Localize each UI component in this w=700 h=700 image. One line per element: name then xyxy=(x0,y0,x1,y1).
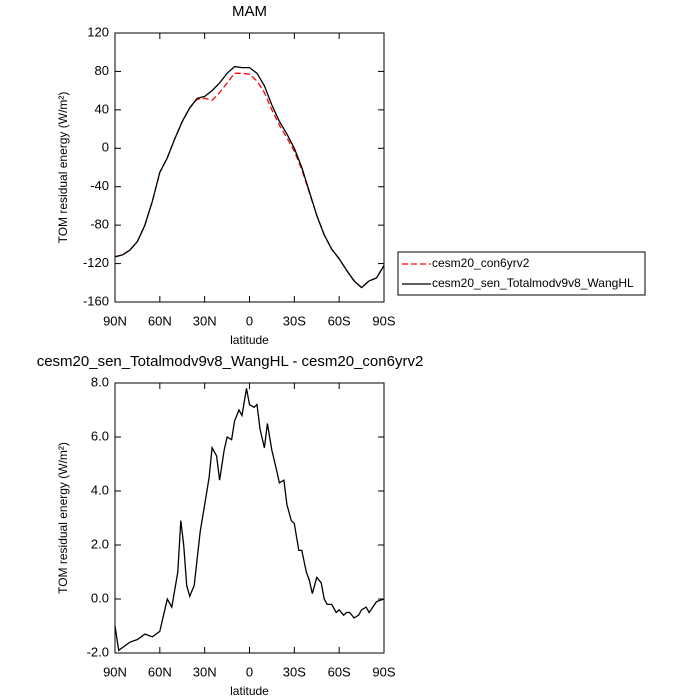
x-axis-label: latitude xyxy=(230,333,269,347)
y-tick-label: -160 xyxy=(83,293,109,308)
chart-title: cesm20_sen_Totalmodv9v8_WangHL - cesm20_… xyxy=(37,353,424,370)
series-line xyxy=(114,65,385,289)
y-tick-label: 8.0 xyxy=(91,374,109,389)
x-tick-label: 60S xyxy=(328,313,351,328)
x-tick-label: 90N xyxy=(103,313,127,328)
y-tick-label: 40 xyxy=(95,101,109,116)
y-tick-label: 4.0 xyxy=(91,482,109,497)
x-tick-label: 90S xyxy=(372,664,395,679)
y-tick-label: -120 xyxy=(83,255,109,270)
y-tick-label: 0 xyxy=(102,140,109,155)
y-axis-label: TOM residual energy (W/m²) xyxy=(56,442,70,594)
x-tick-label: 60S xyxy=(328,664,351,679)
y-axis-label: TOM residual energy (W/m²) xyxy=(56,92,70,244)
y-tick-label: 80 xyxy=(95,63,109,78)
x-tick-label: 0 xyxy=(246,664,253,679)
series-line xyxy=(114,388,385,652)
legend-box xyxy=(397,251,646,296)
x-tick-label: 0 xyxy=(246,313,253,328)
x-tick-label: 60N xyxy=(148,313,172,328)
plot-frame xyxy=(114,32,385,303)
x-tick-label: 30S xyxy=(283,664,306,679)
y-tick-label: 6.0 xyxy=(91,428,109,443)
chart-title: MAM xyxy=(232,3,267,20)
series-line xyxy=(114,72,385,289)
x-tick-label: 90N xyxy=(103,664,127,679)
x-tick-label: 30N xyxy=(193,313,217,328)
x-tick-label: 30N xyxy=(193,664,217,679)
x-tick-label: 90S xyxy=(372,313,395,328)
y-tick-label: -80 xyxy=(90,217,109,232)
plot-frame xyxy=(114,382,385,654)
y-tick-label: -2.0 xyxy=(87,644,109,659)
y-tick-label: 120 xyxy=(87,24,109,39)
x-axis-label: latitude xyxy=(230,684,269,698)
y-tick-label: -40 xyxy=(90,178,109,193)
x-tick-label: 60N xyxy=(148,664,172,679)
x-tick-label: 30S xyxy=(283,313,306,328)
y-tick-label: 2.0 xyxy=(91,536,109,551)
y-tick-label: 0.0 xyxy=(91,590,109,605)
legend-label: cesm20_con6yrv2 xyxy=(432,256,530,270)
legend-label: cesm20_sen_Totalmodv9v8_WangHL xyxy=(432,276,634,290)
